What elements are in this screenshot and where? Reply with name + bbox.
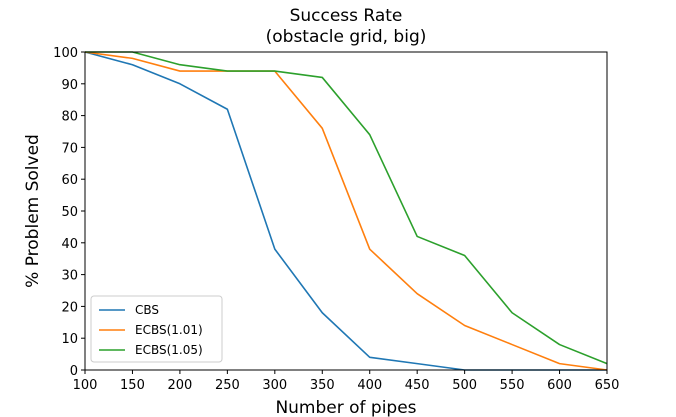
x-tick-label: 200 xyxy=(167,378,192,393)
y-tick-label: 70 xyxy=(61,141,78,156)
series-line-2 xyxy=(85,51,608,365)
y-axis-label: % Problem Solved xyxy=(23,134,43,288)
x-tick-label: 350 xyxy=(310,378,335,393)
y-tick-label: 100 xyxy=(53,46,78,61)
x-tick-label: 600 xyxy=(547,378,572,393)
legend-label-2: ECBS(1.05) xyxy=(135,343,203,357)
ticks-layer: 100 150 200 250 300 350 400 450 500 550 600 650 0 10 2… xyxy=(53,46,619,393)
legend-label-1: ECBS(1.01) xyxy=(135,323,203,337)
x-tick-label: 400 xyxy=(357,378,382,393)
x-tick-label: 100 xyxy=(73,378,98,393)
legend: CBS ECBS(1.01) ECBS(1.05) xyxy=(90,295,223,363)
x-tick-label: 500 xyxy=(452,378,477,393)
x-tick-label: 150 xyxy=(120,378,145,393)
y-tick-label: 80 xyxy=(61,110,78,125)
x-tick-label: 300 xyxy=(262,378,287,393)
legend-label-0: CBS xyxy=(135,303,159,317)
x-axis-label: Number of pipes xyxy=(275,398,416,417)
y-tick-label: 30 xyxy=(61,269,78,284)
y-tick-label: 0 xyxy=(70,364,78,379)
x-tick-label: 450 xyxy=(405,378,430,393)
y-tick-label: 60 xyxy=(61,173,78,188)
chart-subtitle: (obstacle grid, big) xyxy=(266,27,427,47)
x-tick-label: 550 xyxy=(500,378,525,393)
series-line-1 xyxy=(84,51,608,371)
y-tick-label: 50 xyxy=(61,205,78,220)
x-tick-label: 250 xyxy=(215,378,240,393)
y-tick-label: 90 xyxy=(61,78,78,93)
legend-box xyxy=(90,295,223,363)
y-tick-label: 20 xyxy=(61,300,78,315)
y-tick-label: 40 xyxy=(61,237,78,252)
x-tick-label: 650 xyxy=(595,378,620,393)
y-tick-label: 10 xyxy=(61,332,78,347)
chart-title: Success Rate xyxy=(290,6,403,26)
